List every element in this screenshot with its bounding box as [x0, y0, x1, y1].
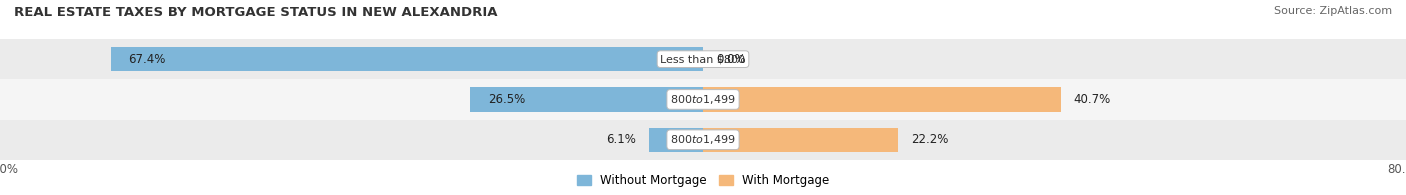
Text: 26.5%: 26.5% — [488, 93, 524, 106]
Bar — [0, 39, 1406, 79]
Bar — [0, 120, 1406, 160]
Text: 67.4%: 67.4% — [128, 53, 166, 66]
Text: 22.2%: 22.2% — [911, 133, 949, 146]
Bar — [111, 47, 703, 71]
Text: Less than $800: Less than $800 — [661, 54, 745, 64]
Bar — [470, 87, 703, 112]
Text: $800 to $1,499: $800 to $1,499 — [671, 93, 735, 106]
Bar — [703, 128, 898, 152]
Text: REAL ESTATE TAXES BY MORTGAGE STATUS IN NEW ALEXANDRIA: REAL ESTATE TAXES BY MORTGAGE STATUS IN … — [14, 6, 498, 19]
Bar — [703, 87, 1060, 112]
Legend: Without Mortgage, With Mortgage: Without Mortgage, With Mortgage — [574, 171, 832, 189]
Text: 40.7%: 40.7% — [1074, 93, 1111, 106]
Text: $800 to $1,499: $800 to $1,499 — [671, 133, 735, 146]
Text: 6.1%: 6.1% — [606, 133, 637, 146]
Bar — [0, 79, 1406, 120]
Bar — [650, 128, 703, 152]
Text: 0.0%: 0.0% — [716, 53, 745, 66]
Text: Source: ZipAtlas.com: Source: ZipAtlas.com — [1274, 6, 1392, 16]
